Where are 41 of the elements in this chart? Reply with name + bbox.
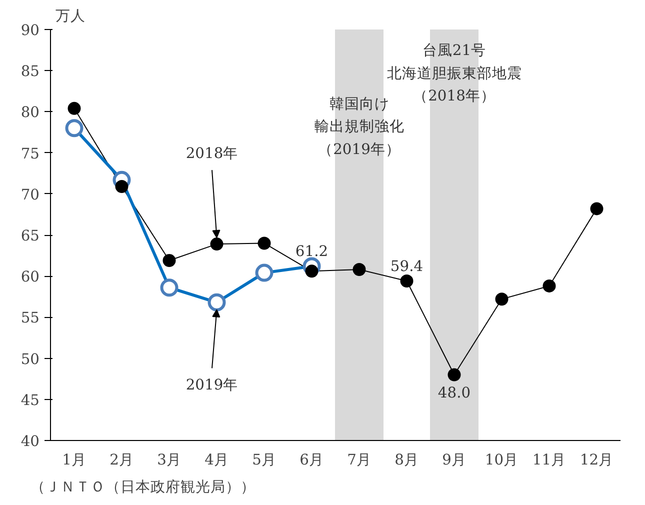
point	[258, 236, 271, 250]
x-tick-label: 10月	[484, 452, 519, 468]
x-tick-label: 6月	[300, 452, 324, 468]
point	[162, 254, 176, 267]
x-tick-label: 12月	[580, 452, 614, 468]
y-tick-label: 40	[20, 433, 40, 450]
y-tick-label: 70	[20, 186, 40, 204]
y-axis-title: 万人	[56, 8, 86, 24]
x-tick-label: 11月	[532, 452, 566, 468]
y-tick-label: 75	[20, 145, 40, 162]
point	[352, 263, 366, 276]
x-tick-label: 7月	[347, 452, 372, 468]
point	[448, 368, 461, 382]
y-tick-label: 65	[20, 228, 40, 244]
point	[495, 292, 508, 306]
y-tick-label: 90	[20, 22, 40, 39]
y-tick-label: 60	[20, 268, 40, 286]
data-label: 61.2	[295, 243, 328, 260]
x-tick-label: 1月	[62, 452, 86, 468]
x-tick-label: 9月	[442, 452, 466, 468]
x-tick-label: 2月	[110, 452, 134, 468]
x-tick-label: 4月	[204, 452, 229, 468]
annotation: 2018年	[186, 144, 238, 162]
y-tick-label: 50	[20, 350, 40, 368]
x-tick-label: 5月	[252, 452, 276, 468]
annotation: 2019年	[186, 376, 238, 394]
x-tick-label: 8月	[394, 452, 419, 468]
y-tick-label: 55	[20, 310, 40, 327]
x-tick-label: 3月	[157, 452, 182, 468]
point	[210, 238, 224, 251]
data-label: 48.0	[438, 384, 471, 402]
y-tick-label: 85	[20, 63, 40, 80]
point	[400, 274, 414, 288]
y-tick-label: 45	[20, 392, 40, 409]
data-label: 59.4	[390, 258, 424, 276]
text: （ＪＮＴＯ（日本政府観光局））	[30, 478, 256, 496]
point	[68, 102, 81, 115]
point	[590, 202, 604, 216]
y-tick-label: 80	[20, 104, 40, 122]
point	[542, 279, 556, 292]
point	[115, 180, 128, 193]
